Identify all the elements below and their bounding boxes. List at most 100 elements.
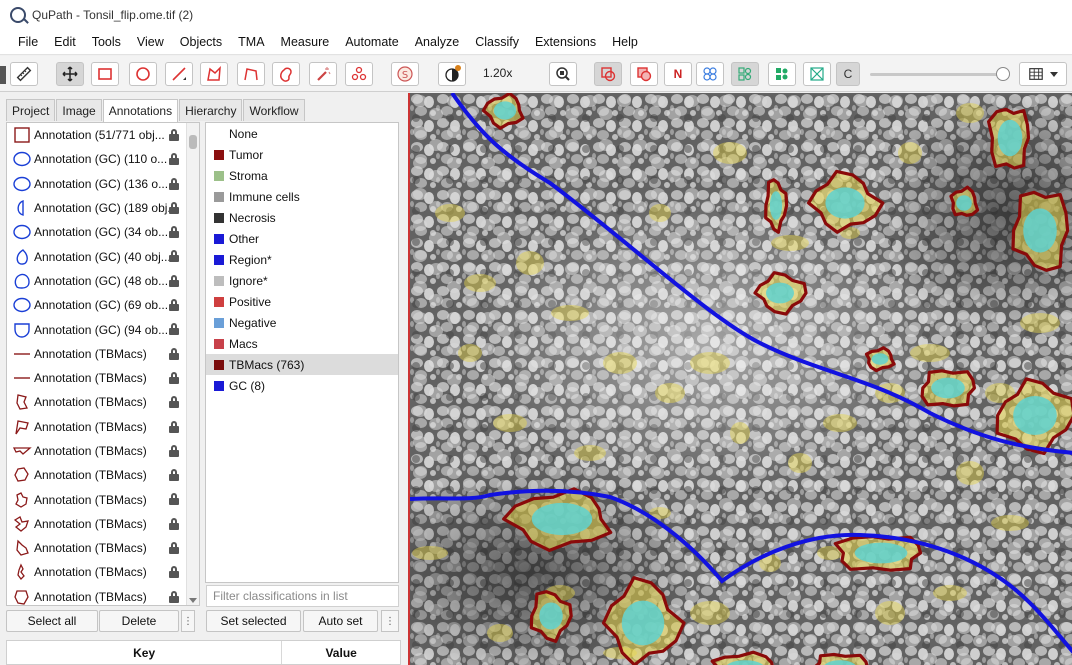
tbmacs-cell[interactable] xyxy=(813,652,869,665)
fill-annotations-button[interactable] xyxy=(630,62,658,86)
tab-project[interactable]: Project xyxy=(6,99,56,121)
key-column-header[interactable]: Key xyxy=(7,641,283,664)
cell-outline[interactable] xyxy=(1011,190,1070,272)
show-names-button[interactable]: N xyxy=(664,62,692,86)
gc-annotations[interactable] xyxy=(410,93,1072,654)
tbmacs-cell[interactable] xyxy=(807,169,885,234)
tbmacs-cell[interactable] xyxy=(995,377,1072,456)
tbmacs-cell[interactable] xyxy=(529,590,573,643)
class-list-item[interactable]: Region* xyxy=(206,249,398,270)
menu-view[interactable]: View xyxy=(136,35,164,49)
class-list-item[interactable]: Positive xyxy=(206,291,398,312)
annotation-list-item[interactable]: Annotation (TBMacs) xyxy=(7,487,199,511)
polygon-tool-button[interactable] xyxy=(200,62,228,86)
tbmacs-cell[interactable] xyxy=(601,576,686,665)
select-all-button[interactable]: Select all xyxy=(6,610,98,632)
annotation-list-item[interactable]: Annotation (TBMacs) xyxy=(7,439,199,463)
brush-tool-button[interactable] xyxy=(272,62,300,86)
annotation-list-item[interactable]: Annotation (TBMacs) xyxy=(7,512,199,536)
tbmacs-cell[interactable] xyxy=(764,178,789,234)
cell-outline[interactable] xyxy=(764,178,789,234)
pixel-classification-button[interactable]: C xyxy=(836,62,860,86)
tbmacs-cell[interactable] xyxy=(1011,190,1070,272)
class-list-item[interactable]: Immune cells xyxy=(206,186,398,207)
menu-tma[interactable]: TMA xyxy=(238,35,265,49)
tbmacs-cell[interactable] xyxy=(864,346,896,373)
measure-tool-button[interactable] xyxy=(10,62,38,86)
tissue-image[interactable] xyxy=(410,93,1072,665)
menu-classify[interactable]: Classify xyxy=(475,35,519,49)
ellipse-tool-button[interactable] xyxy=(129,62,157,86)
annotation-list-item[interactable]: Annotation (GC) (34 ob... xyxy=(7,220,199,244)
delete-button[interactable]: Delete xyxy=(99,610,179,632)
menu-help[interactable]: Help xyxy=(612,35,638,49)
annotation-list[interactable]: Annotation (51/771 obj... Annotation (GC)… xyxy=(6,122,200,606)
class-list-item[interactable]: Negative xyxy=(206,312,398,333)
class-more-options-icon[interactable]: ⋮ xyxy=(381,610,399,632)
classification-list[interactable]: None Tumor Stroma Immune cells Necrosis Other… xyxy=(205,122,399,583)
annotation-list-item[interactable]: Annotation (TBMacs) xyxy=(7,560,199,584)
tab-hierarchy[interactable]: Hierarchy xyxy=(179,99,243,121)
cell-outline[interactable] xyxy=(995,377,1072,456)
opacity-slider[interactable] xyxy=(870,67,1010,81)
annotation-list-item[interactable]: Annotation (GC) (110 o... xyxy=(7,147,199,171)
class-list-item[interactable]: Necrosis xyxy=(206,207,398,228)
selection-mode-button[interactable]: S xyxy=(391,62,419,86)
show-annotations-button[interactable] xyxy=(594,62,622,86)
gc-boundary-lower[interactable] xyxy=(410,488,1072,654)
annotation-list-item[interactable]: Annotation (GC) (48 ob... xyxy=(7,269,199,293)
annotation-more-options-icon[interactable]: ⋮ xyxy=(181,610,195,632)
annotation-list-item[interactable]: Annotation (GC) (189 obj... xyxy=(7,196,199,220)
grid-menu-button[interactable] xyxy=(1019,62,1067,86)
annotation-list-item[interactable]: Annotation (GC) (69 ob... xyxy=(7,293,199,317)
cell-outline[interactable] xyxy=(601,576,686,665)
cell-outline[interactable] xyxy=(753,271,808,316)
menu-objects[interactable]: Objects xyxy=(179,35,223,49)
cell-outline[interactable] xyxy=(920,369,976,408)
wand-tool-button[interactable] xyxy=(309,62,337,86)
cell-outline[interactable] xyxy=(481,93,525,130)
cell-outline[interactable] xyxy=(987,107,1031,170)
annotation-list-item[interactable]: Annotation (GC) (40 obj... xyxy=(7,244,199,268)
cell-outline[interactable] xyxy=(864,346,896,373)
points-tool-button[interactable] xyxy=(345,62,373,86)
tbmacs-cell[interactable] xyxy=(949,185,980,217)
tbmacs-cell[interactable] xyxy=(987,107,1031,170)
menu-automate[interactable]: Automate xyxy=(345,35,399,49)
set-selected-button[interactable]: Set selected xyxy=(206,610,301,632)
show-connections-button[interactable] xyxy=(803,62,831,86)
tab-workflow[interactable]: Workflow xyxy=(243,99,305,121)
menu-measure[interactable]: Measure xyxy=(280,35,330,49)
menu-tools[interactable]: Tools xyxy=(91,35,121,49)
annotation-list-item[interactable]: Annotation (TBMacs) xyxy=(7,463,199,487)
annotation-list-item[interactable]: Annotation (GC) (94 ob... xyxy=(7,317,199,341)
class-list-item[interactable]: Stroma xyxy=(206,165,398,186)
menu-file[interactable]: File xyxy=(18,35,39,49)
brightness-contrast-button[interactable] xyxy=(438,62,466,86)
annotation-list-item[interactable]: Annotation (TBMacs) xyxy=(7,536,199,560)
scrollbar-thumb[interactable] xyxy=(189,135,197,149)
cell-outline[interactable] xyxy=(710,650,779,665)
annotation-list-item[interactable]: Annotation (TBMacs) xyxy=(7,585,199,605)
gc-boundary-upper[interactable] xyxy=(450,93,1072,455)
tbmacs-cell[interactable] xyxy=(710,650,779,665)
menu-extensions[interactable]: Extensions xyxy=(534,35,597,49)
annotation-list-item[interactable]: Annotation (51/771 obj... xyxy=(7,123,199,147)
opacity-slider-thumb[interactable] xyxy=(996,67,1010,81)
scroll-down-arrow-icon[interactable] xyxy=(189,598,197,603)
tab-annotations[interactable]: Annotations xyxy=(102,99,179,122)
cell-outline[interactable] xyxy=(529,590,573,643)
rectangle-tool-button[interactable] xyxy=(91,62,119,86)
annotation-list-item[interactable]: Annotation (TBMacs) xyxy=(7,415,199,439)
class-list-item[interactable]: GC (8) xyxy=(206,375,398,396)
menu-analyze[interactable]: Analyze xyxy=(414,35,460,49)
class-list-item[interactable]: TBMacs (763) xyxy=(206,354,398,375)
fill-detections-button[interactable] xyxy=(768,62,796,86)
move-tool-button[interactable] xyxy=(56,62,84,86)
class-list-item[interactable]: Ignore* xyxy=(206,270,398,291)
annotation-list-item[interactable]: Annotation (TBMacs) xyxy=(7,342,199,366)
cell-outline[interactable] xyxy=(807,169,885,234)
tbmacs-cell[interactable] xyxy=(920,369,976,408)
annotation-list-item[interactable]: Annotation (TBMacs) xyxy=(7,366,199,390)
cell-outline[interactable] xyxy=(949,185,980,217)
